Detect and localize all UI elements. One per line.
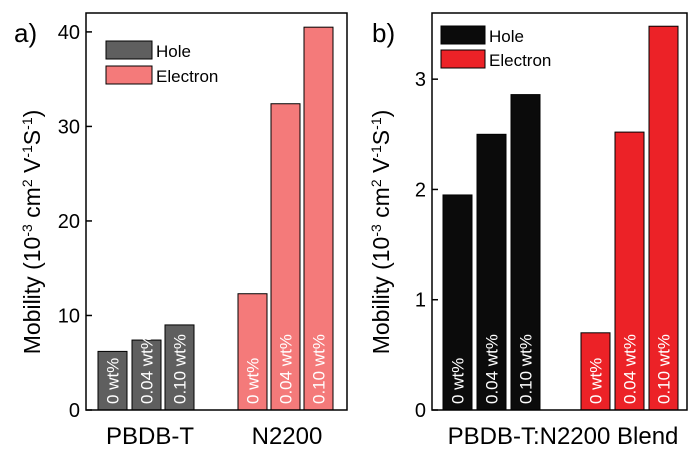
panel-a-y-tick-label: 30 (58, 116, 80, 138)
panel-b-legend-label-hole: Hole (489, 27, 524, 46)
panel-a-y-axis: 0 10 20 30 40 (58, 22, 92, 422)
panel-b-bar-label: 0.04 wt% (621, 334, 640, 404)
panel-a-legend-label-hole: Hole (156, 42, 191, 61)
panel-a-bar-label: 0.10 wt% (310, 334, 329, 404)
panel-a-bar-electron (270, 103, 301, 411)
panel-a-bar-label: 0.04 wt% (277, 334, 296, 404)
panel-b-bar-hole (476, 133, 507, 411)
panel-a-bar-electron (303, 26, 334, 411)
panel-b-bar-label: 0.04 wt% (483, 334, 502, 404)
panel-a-bar-electron (237, 293, 268, 411)
panel-a-legend-swatch-hole (105, 40, 153, 60)
panel-b-legend-label-electron: Electron (489, 51, 551, 70)
panel-a-x-label-pbdbt: PBDB-T (106, 423, 194, 450)
panel-a-legend: Hole Electron (105, 40, 218, 86)
panel-b-x-axis-label: PBDB-T:N2200 Blend (448, 423, 679, 450)
panel-a-plot-frame (85, 12, 348, 411)
panel-a-legend-label-electron: Electron (156, 67, 218, 86)
panel-b-y-axis-title: Mobility (10-3 cm2 V-1S-1) (368, 110, 394, 355)
panel-b-label: b) (372, 18, 395, 48)
panel-a-bar-hole (131, 339, 162, 411)
panel-b-legend-swatch-electron (440, 49, 486, 69)
panel-b-bar-label: 0.10 wt% (655, 334, 674, 404)
panel-a-legend-swatch-electron (105, 65, 153, 85)
panel-a: a) Mobility (10-3 cm2 V-1S-1) 010203040 … (14, 12, 348, 450)
panel-b-bar-hole (510, 94, 541, 411)
panel-a-y-tick-label: 20 (58, 211, 80, 233)
panel-a-y-tick-label: 0 (69, 400, 80, 422)
panel-a-y-tick-label: 10 (58, 305, 80, 327)
panel-a-label: a) (14, 18, 37, 48)
panel-b-y-tick-label: 3 (415, 69, 426, 91)
panel-a-bars: 0 wt% 0.04 wt% 0.10 wt% 0 wt% 0.04 wt% 0.10 w… (97, 26, 334, 411)
panel-b-y-tick-label: 0 (415, 400, 426, 422)
panel-b-bar-electron (614, 131, 645, 411)
panel-a-bar-label: 0 wt% (244, 358, 263, 404)
panel-b-legend: Hole Electron (440, 25, 551, 70)
panel-b-bar-label: 0 wt% (449, 358, 468, 404)
panel-b-bar-label: 0 wt% (587, 358, 606, 404)
panel-a-bar-label: 0.10 wt% (171, 334, 190, 404)
panel-b-y-tick-label: 1 (415, 290, 426, 312)
panel-a-bar-hole (97, 350, 128, 411)
panel-b-bar-label: 0.10 wt% (517, 334, 536, 404)
panel-a-bar-label: 0 wt% (104, 358, 123, 404)
panel-b: b) Mobility (10-3 cm2 V-1S-1) 0 1 2 3 0 wt%… (368, 12, 688, 450)
panel-a-y-axis-title: Mobility (10-3 cm2 V-1S-1) (19, 110, 45, 355)
panel-a-y-tick-label: 40 (58, 22, 80, 44)
panel-a-bar-label: 0.04 wt% (138, 334, 157, 404)
panel-a-x-label-n2200: N2200 (252, 423, 323, 450)
panel-b-bar-electron (648, 25, 679, 411)
panel-b-bars: 0 wt% 0.04 wt% 0.10 wt% 0 wt% 0.04 wt% 0.10 w… (442, 25, 679, 411)
panel-b-y-tick-label: 2 (415, 179, 426, 201)
panel-b-y-axis: 0 1 2 3 (415, 69, 438, 422)
panel-b-legend-swatch-hole (440, 25, 486, 45)
panel-b-plot-frame (431, 12, 688, 411)
panel-b-bar-electron (580, 332, 611, 411)
panel-a-bar-hole (164, 324, 195, 411)
